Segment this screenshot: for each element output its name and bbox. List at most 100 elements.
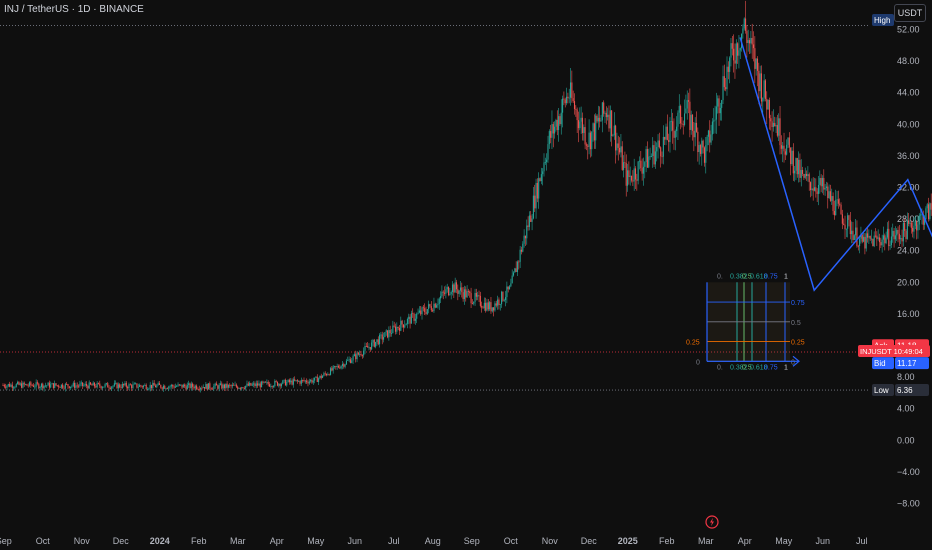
candle-body (227, 384, 229, 388)
candle-body (699, 145, 702, 154)
candle-body (266, 381, 268, 383)
candle-body (345, 360, 347, 365)
candle-body (607, 114, 609, 118)
candle-body (913, 225, 915, 232)
candle-body (548, 131, 550, 145)
candle-body (365, 345, 367, 347)
candle-body (50, 384, 52, 388)
candle-body (351, 360, 353, 363)
candle-body (686, 100, 688, 109)
candle-body (371, 342, 373, 350)
candle-body (735, 43, 737, 64)
candle-body (154, 385, 157, 388)
candle-body (99, 383, 101, 387)
candle-body (714, 119, 716, 121)
candle-body (478, 295, 480, 297)
lightning-icon[interactable] (705, 515, 719, 529)
candle-body (800, 169, 802, 178)
candle-body (39, 387, 41, 389)
candle-body (554, 126, 556, 134)
candle-body (451, 284, 454, 292)
candle-body (745, 18, 747, 31)
candle-body (70, 386, 72, 389)
candle-body (767, 99, 769, 110)
candle-body (730, 43, 732, 58)
candle-body (28, 382, 31, 386)
candle-body (752, 44, 755, 49)
candle-body (863, 236, 865, 242)
candle-body (2, 385, 4, 386)
candle-body (156, 385, 158, 388)
candle-body (22, 382, 24, 388)
candle-body (493, 307, 495, 311)
candle-body (499, 304, 501, 305)
candle-body (119, 384, 121, 388)
candle-body (772, 122, 774, 128)
candle-body (127, 386, 129, 389)
x-tick-label: Sep (0, 536, 12, 546)
candle-body (292, 379, 294, 385)
currency-button[interactable]: USDT (894, 4, 926, 22)
candle-body (450, 291, 452, 295)
svg-text:Low: Low (874, 386, 889, 395)
candle-body (140, 385, 142, 387)
candle-body (926, 204, 928, 209)
x-tick-label: Nov (74, 536, 91, 546)
candle-body (566, 96, 568, 104)
candle-body (353, 354, 355, 357)
candle-body (646, 149, 648, 168)
candle-body (782, 145, 784, 149)
candle-body (571, 82, 573, 99)
candle-body (458, 290, 460, 294)
candle-body (388, 330, 390, 338)
candle-body (837, 199, 839, 204)
candle-body (623, 162, 625, 170)
candle-body (168, 386, 170, 389)
candle-body (882, 235, 885, 240)
candle-body (778, 118, 780, 136)
candle-body (670, 121, 672, 123)
candle-body (264, 381, 267, 383)
candle-body (592, 123, 594, 132)
candle-body (796, 158, 798, 175)
candle-body (242, 387, 244, 389)
candle-body (226, 383, 228, 388)
x-tick-label: Aug (425, 536, 441, 546)
candle-body (633, 168, 635, 182)
fib-price-label: 0 (791, 359, 795, 366)
zigzag-pattern-1 (739, 37, 932, 292)
candle-body (771, 121, 773, 128)
candle-body (510, 283, 512, 287)
candle-body (82, 382, 84, 386)
candle-body (544, 162, 546, 163)
candle-body (60, 384, 62, 388)
candle-body (597, 117, 599, 122)
candle-body (386, 330, 389, 338)
candle-body (96, 383, 98, 388)
symbol-header[interactable]: INJ / TetherUS · 1D · BINANCE (4, 4, 144, 15)
candle-body (894, 235, 896, 240)
candle-body (563, 98, 565, 100)
candle-body (770, 118, 772, 122)
candle-body (290, 380, 292, 383)
candle-body (294, 379, 296, 381)
candle-body (23, 382, 25, 385)
candle-body (192, 383, 194, 387)
candle-body (872, 238, 874, 247)
candle-body (648, 156, 650, 168)
candle-body (55, 383, 57, 386)
candle-body (668, 139, 670, 143)
candle-body (694, 122, 696, 138)
candle-body (723, 76, 725, 88)
candle-body (706, 136, 708, 146)
candle-body (579, 121, 581, 129)
candle-body (369, 347, 371, 350)
candle-body (779, 118, 781, 146)
candle-body (79, 383, 81, 387)
candle-body (295, 380, 297, 381)
candle-body (904, 222, 906, 231)
candle-body (449, 294, 451, 296)
candle-body (188, 383, 190, 385)
candle-body (717, 98, 719, 107)
